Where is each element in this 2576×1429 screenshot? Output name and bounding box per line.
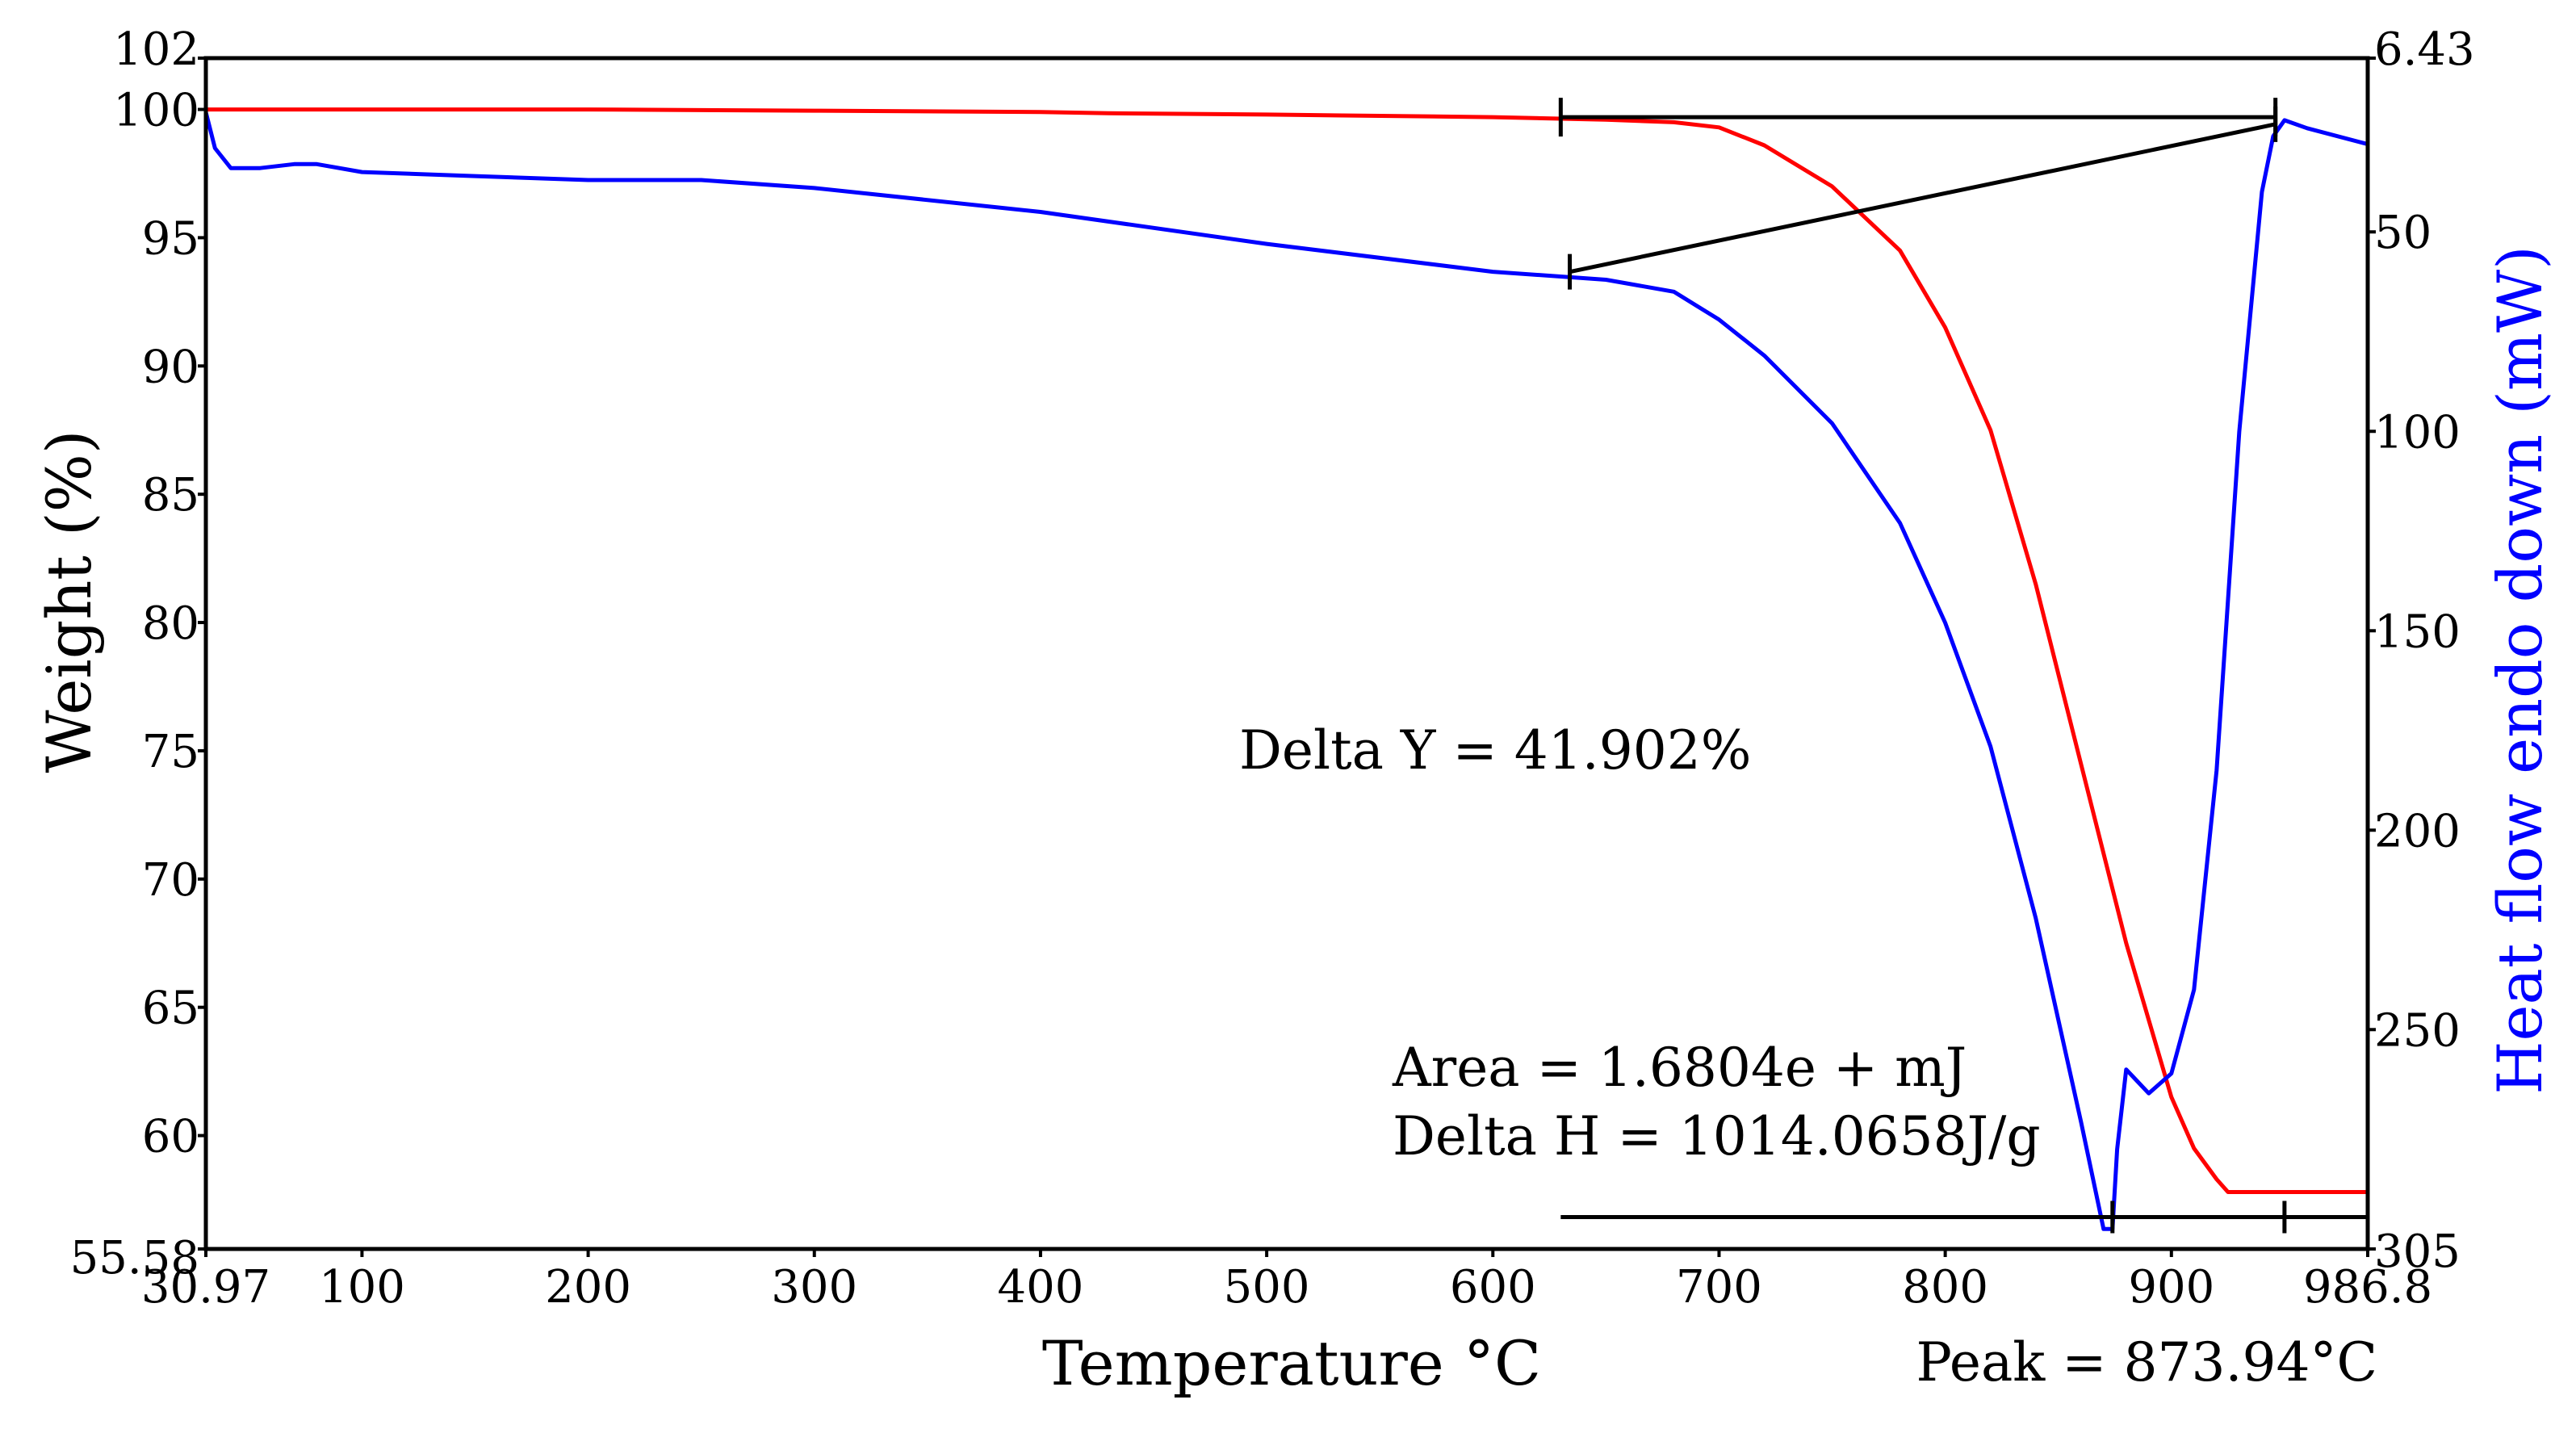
x-tick-label: 300 <box>771 1261 857 1314</box>
series-line-heat-flow <box>203 111 2369 1231</box>
annotation-delta-y: Delta Y = 41.902% <box>1239 719 1751 782</box>
x-tick-label: 986.8 <box>2303 1261 2432 1314</box>
y-left-axis-title: Weight (%) <box>33 430 105 773</box>
y-left-tick-label: 100 <box>113 85 199 137</box>
y-right-tick-label: 305 <box>2374 1226 2461 1278</box>
x-tick-label: 500 <box>1224 1261 1310 1314</box>
y-right-axis-title: Heat flow endo down (mW) <box>2484 245 2556 1094</box>
y-left-tick-label: 75 <box>142 726 199 778</box>
y-left-tick-label: 60 <box>142 1111 199 1163</box>
y-left-tick-label: 102 <box>113 23 199 76</box>
x-tick-label: 200 <box>545 1261 631 1314</box>
heatflow-baseline <box>1569 122 2277 274</box>
y-left-tick-label: 80 <box>142 597 199 650</box>
x-tick-label: 600 <box>1450 1261 1536 1314</box>
axes-layer: 30.97 100 200 300 400 500 600 700 800 900 986.8 102… <box>70 23 2475 1314</box>
y-right-tick-label: 6.43 <box>2374 23 2475 76</box>
annotation-peak: Peak = 873.94°C <box>1916 1331 2377 1393</box>
series-layer <box>203 107 2369 1231</box>
x-tick-label: 100 <box>319 1261 405 1314</box>
y-left-tick-label: 65 <box>142 983 199 1035</box>
y-right-tick-label: 50 <box>2374 207 2431 259</box>
y-left-tick-label: 85 <box>142 469 199 522</box>
marker-layer <box>1558 98 2368 1234</box>
plot-frame <box>203 56 2370 1251</box>
y-right-tick-label: 200 <box>2374 805 2461 857</box>
x-axis-title: Temperature °C <box>1042 1327 1541 1399</box>
y-right-tick-label: 100 <box>2374 406 2461 459</box>
y-left-tick-label: 95 <box>142 212 199 265</box>
x-tick-label: 400 <box>997 1261 1083 1314</box>
x-tick-label: 900 <box>2128 1261 2214 1314</box>
y-right-tick-label: 150 <box>2374 606 2461 658</box>
annotation-delta-h: Delta H = 1014.0658J/g <box>1393 1105 2041 1167</box>
annotation-area: Area = 1.6804e + mJ <box>1392 1037 1967 1099</box>
y-left-tick-label: 90 <box>142 341 199 393</box>
y-left-tick-label: 55.58 <box>70 1232 199 1284</box>
x-tick-label: 30.97 <box>141 1261 270 1314</box>
y-left-tick-label: 70 <box>142 854 199 907</box>
series-line-weight <box>206 107 2368 1194</box>
x-tick-label: 800 <box>1902 1261 1988 1314</box>
x-tick-label: 700 <box>1676 1261 1762 1314</box>
y-right-tick-label: 250 <box>2374 1004 2461 1057</box>
